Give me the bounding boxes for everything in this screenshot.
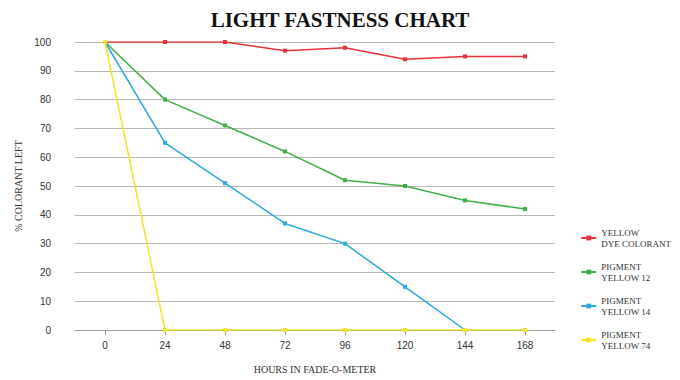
- svg-text:90: 90: [40, 65, 52, 76]
- svg-text:10: 10: [40, 296, 52, 307]
- svg-text:% COLORANT LEFT: % COLORANT LEFT: [13, 140, 24, 231]
- svg-text:PIGMENT: PIGMENT: [601, 296, 642, 306]
- svg-text:PIGMENT: PIGMENT: [601, 262, 642, 272]
- svg-text:0: 0: [45, 325, 51, 336]
- svg-text:DYE COLORANT: DYE COLORANT: [601, 239, 671, 249]
- svg-text:96: 96: [339, 340, 351, 351]
- svg-text:48: 48: [219, 340, 231, 351]
- svg-text:50: 50: [40, 181, 52, 192]
- svg-text:40: 40: [40, 209, 52, 220]
- svg-text:30: 30: [40, 238, 52, 249]
- svg-text:YELLOW: YELLOW: [601, 228, 639, 238]
- svg-text:0: 0: [102, 340, 108, 351]
- svg-text:70: 70: [40, 123, 52, 134]
- svg-text:YELLOW 14: YELLOW 14: [601, 307, 651, 317]
- svg-text:80: 80: [40, 94, 52, 105]
- svg-text:100: 100: [34, 37, 51, 48]
- svg-text:168: 168: [517, 340, 534, 351]
- svg-text:HOURS IN FADE-O-METER: HOURS IN FADE-O-METER: [254, 364, 377, 375]
- svg-text:LIGHT FASTNESS CHART: LIGHT FASTNESS CHART: [211, 8, 470, 32]
- svg-text:20: 20: [40, 267, 52, 278]
- svg-text:120: 120: [397, 340, 414, 351]
- svg-text:24: 24: [159, 340, 171, 351]
- svg-text:60: 60: [40, 152, 52, 163]
- svg-text:YELLOW 12: YELLOW 12: [601, 273, 650, 283]
- svg-text:72: 72: [279, 340, 291, 351]
- svg-text:PIGMENT: PIGMENT: [601, 330, 642, 340]
- svg-text:YELLOW 74: YELLOW 74: [601, 341, 651, 351]
- svg-text:144: 144: [457, 340, 474, 351]
